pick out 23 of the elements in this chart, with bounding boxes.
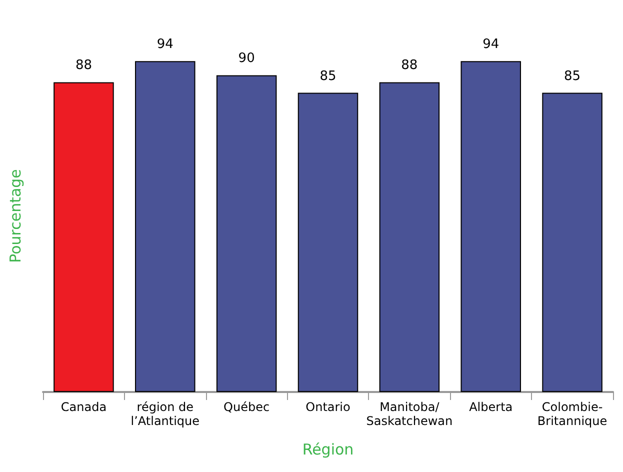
data-label: 88 xyxy=(401,58,418,74)
x-tick-label: région de l’Atlantique xyxy=(130,400,200,428)
data-label: 85 xyxy=(320,68,336,84)
x-tick-label: Québec xyxy=(224,400,270,414)
data-label: 85 xyxy=(564,68,581,84)
x-tick-label: Alberta xyxy=(469,400,513,414)
x-tick-label: Colombie- Britannique xyxy=(537,400,608,428)
y-axis-title: Pourcentage xyxy=(6,169,24,263)
data-label: 94 xyxy=(156,37,174,52)
bar xyxy=(379,82,440,392)
x-tick-label: Ontario xyxy=(306,400,350,414)
x-tick-label: Manitoba/ Saskatchewan xyxy=(366,400,453,428)
x-tick-label: Canada xyxy=(60,400,107,414)
bar xyxy=(54,82,114,392)
bar xyxy=(216,75,277,392)
bar xyxy=(298,92,358,392)
bar xyxy=(135,61,196,392)
x-axis-title: Région xyxy=(302,440,354,458)
data-label: 88 xyxy=(75,58,92,74)
data-label: 94 xyxy=(482,37,500,52)
data-label: 90 xyxy=(238,51,255,66)
bar xyxy=(542,92,602,392)
bar xyxy=(460,61,521,392)
